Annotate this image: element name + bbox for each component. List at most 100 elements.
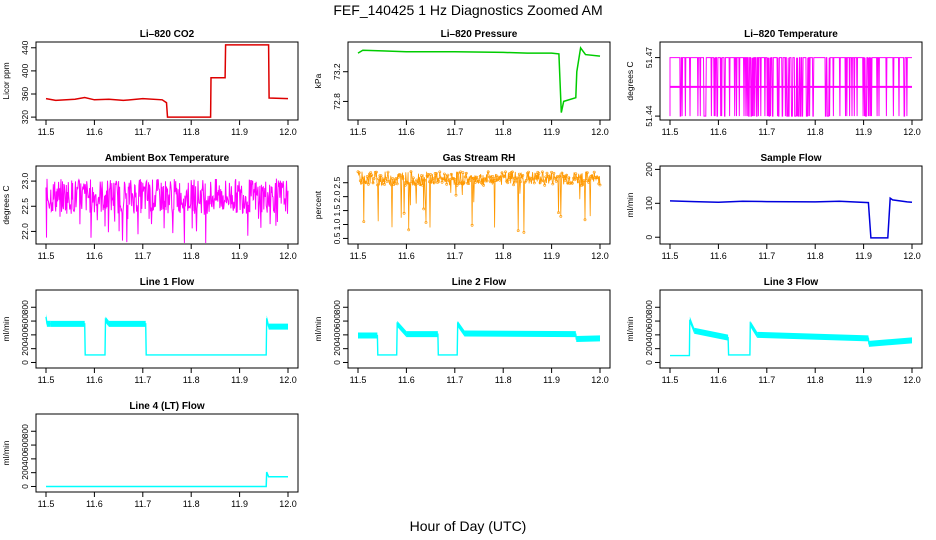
x-tick-label: 11.7 — [134, 375, 151, 385]
plot-frame — [35, 41, 299, 121]
y-axis-label: ml/min — [625, 192, 635, 217]
y-tick-label: 600 — [20, 438, 30, 452]
y-tick-label: 600 — [20, 314, 30, 328]
x-tick-label: 12.0 — [591, 375, 609, 385]
y-axis-label: ml/min — [625, 316, 635, 341]
x-tick-label: 11.6 — [398, 375, 415, 385]
y-tick-label: 2.5 — [332, 177, 342, 189]
x-tick-label: 11.7 — [446, 127, 463, 137]
data-band — [457, 320, 465, 337]
x-tick-label: 11.6 — [86, 499, 103, 509]
y-tick-label: 0.5 — [332, 232, 342, 244]
data-band — [397, 320, 407, 338]
data-series-line — [357, 170, 601, 233]
chart-title: Gas Stream RH — [443, 153, 516, 164]
chart-title: Line 2 Flow — [452, 277, 507, 288]
x-tick-label: 12.0 — [591, 251, 609, 261]
data-series-line — [669, 196, 913, 239]
chart-panel: Li–820 Temperature 11.5 11.6 11.7 11.8 11.9 12… — [625, 29, 923, 137]
y-tick-label: 51.44 — [644, 105, 654, 127]
y-axis-label: ml/min — [1, 440, 11, 465]
plot-frame — [347, 41, 611, 121]
x-tick-label: 12.0 — [903, 251, 921, 261]
x-tick-label: 11.7 — [134, 127, 151, 137]
y-tick-label: 1.5 — [332, 204, 342, 216]
x-tick-label: 11.9 — [231, 127, 248, 137]
x-tick-label: 11.5 — [38, 127, 55, 137]
data-band — [46, 320, 51, 327]
x-tick-label: 11.5 — [662, 251, 679, 261]
y-tick-label: 800 — [20, 300, 30, 314]
data-layer — [45, 313, 288, 356]
y-axis-label: ml/min — [1, 316, 11, 341]
data-layer — [669, 57, 912, 117]
plot-frame — [35, 289, 299, 369]
data-band — [750, 320, 758, 338]
data-layer — [358, 320, 601, 356]
chart-title: Li–820 Temperature — [744, 29, 838, 40]
x-tick-label: 11.9 — [855, 127, 872, 137]
x-tick-label: 11.5 — [662, 375, 679, 385]
chart-title: Li–820 CO2 — [140, 29, 195, 40]
chart-panel: Line 2 Flow 11.5 11.6 11.7 11.8 11.9 12.0 0 2004… — [313, 277, 611, 385]
y-axis-label: percent — [313, 190, 323, 219]
data-layer — [45, 178, 289, 243]
chart-panel: Gas Stream RH 11.5 11.6 11.7 11.8 11.9 12.0 0.5… — [313, 153, 611, 261]
chart-panel: Line 1 Flow 11.5 11.6 11.7 11.8 11.9 12.0 0 2004… — [1, 277, 299, 385]
x-tick-label: 11.9 — [543, 375, 560, 385]
x-tick-label: 11.7 — [758, 375, 775, 385]
y-tick-label: 800 — [20, 424, 30, 438]
plot-frame — [659, 289, 923, 369]
data-band — [50, 320, 85, 327]
x-tick-label: 11.8 — [495, 127, 512, 137]
y-tick-label: 0 — [644, 235, 654, 240]
data-band — [868, 337, 912, 347]
x-tick-label: 11.9 — [855, 375, 872, 385]
x-tick-label: 11.9 — [543, 127, 560, 137]
y-tick-label: 2.0 — [332, 190, 342, 202]
y-tick-label: 1.0 — [332, 218, 342, 230]
x-tick-label: 11.6 — [710, 127, 727, 137]
data-series-line — [45, 44, 289, 118]
data-band — [108, 320, 146, 327]
x-tick-label: 11.8 — [807, 375, 824, 385]
y-tick-label: 400 — [20, 328, 30, 342]
y-axis-label: kPa — [313, 73, 323, 88]
y-tick-label: 0 — [20, 360, 30, 365]
y-axis-label: Licor ppm — [1, 62, 11, 99]
x-tick-label: 11.9 — [543, 251, 560, 261]
y-tick-label: 0 — [644, 360, 654, 365]
x-tick-label: 12.0 — [279, 127, 297, 137]
chart-panel: Line 3 Flow 11.5 11.6 11.7 11.8 11.9 12.0 0 2004… — [625, 277, 923, 385]
data-series-line — [46, 471, 288, 488]
chart-panel: Ambient Box Temperature 11.5 11.6 11.7 11.8 1… — [1, 153, 299, 261]
chart-title: Line 1 Flow — [140, 277, 195, 288]
x-tick-label: 11.9 — [231, 499, 248, 509]
plot-frame — [347, 165, 611, 245]
chart-title: Li–820 Pressure — [441, 29, 518, 40]
data-band — [105, 316, 109, 327]
x-tick-label: 12.0 — [903, 375, 921, 385]
y-tick-label: 320 — [20, 110, 30, 124]
x-tick-label: 11.5 — [38, 251, 55, 261]
data-layer — [356, 170, 602, 234]
x-tick-label: 12.0 — [279, 251, 297, 261]
chart-title: Line 4 (LT) Flow — [129, 401, 205, 412]
data-series-line — [357, 46, 601, 113]
y-tick-label: 400 — [644, 328, 654, 342]
data-band — [358, 332, 378, 339]
data-layer — [670, 316, 913, 357]
x-tick-label: 11.6 — [86, 127, 103, 137]
x-tick-label: 11.7 — [134, 499, 151, 509]
data-band — [689, 316, 695, 334]
x-tick-label: 12.0 — [591, 127, 609, 137]
y-tick-label: 200 — [644, 162, 654, 176]
data-series-line — [669, 57, 912, 117]
x-tick-label: 11.5 — [350, 375, 367, 385]
x-tick-label: 11.6 — [710, 375, 727, 385]
x-tick-label: 11.5 — [350, 127, 367, 137]
y-tick-label: 400 — [20, 64, 30, 78]
plot-frame — [35, 413, 299, 493]
chart-title: Sample Flow — [760, 153, 821, 164]
